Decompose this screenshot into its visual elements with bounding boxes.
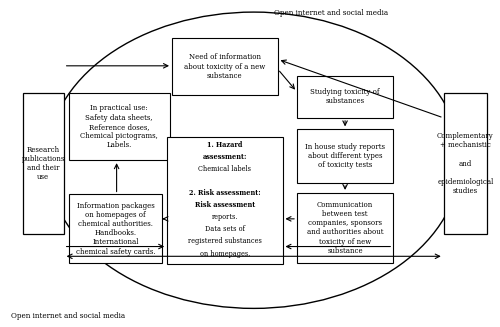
FancyBboxPatch shape — [23, 94, 64, 233]
Text: In practical use:
Safety data sheets,
Reference doses,
Chemical pictograms,
Labe: In practical use: Safety data sheets, Re… — [80, 104, 158, 149]
FancyBboxPatch shape — [297, 76, 393, 118]
FancyBboxPatch shape — [297, 129, 393, 183]
Text: Data sets of: Data sets of — [205, 225, 245, 233]
FancyBboxPatch shape — [444, 94, 487, 233]
Text: Need of information
about toxicity of a new
substance: Need of information about toxicity of a … — [184, 53, 266, 80]
FancyBboxPatch shape — [68, 195, 162, 263]
Text: 1. Hazard: 1. Hazard — [207, 141, 242, 149]
Text: 2. Risk assessment:: 2. Risk assessment: — [189, 189, 260, 197]
Text: Open internet and social media: Open internet and social media — [12, 312, 126, 320]
Text: registered substances: registered substances — [188, 237, 262, 246]
FancyBboxPatch shape — [172, 38, 278, 95]
Text: Information packages
on homepages of
chemical authorities.
Handbooks.
Internatio: Information packages on homepages of che… — [76, 202, 155, 256]
FancyBboxPatch shape — [167, 137, 282, 265]
Text: Complementary
+ mechanistic

and

epidemiological
studies: Complementary + mechanistic and epidemio… — [437, 132, 494, 195]
Text: Chemical labels: Chemical labels — [198, 165, 252, 173]
FancyBboxPatch shape — [297, 193, 393, 263]
FancyBboxPatch shape — [68, 94, 170, 160]
Text: Communication
between test
companies, sponsors
and authorities about
toxicity of: Communication between test companies, sp… — [307, 201, 384, 255]
Text: on homepages.: on homepages. — [200, 250, 250, 258]
Text: Research
publications
and their
use: Research publications and their use — [22, 146, 65, 181]
Text: Open internet and social media: Open internet and social media — [274, 9, 388, 16]
Text: Risk assessment: Risk assessment — [194, 201, 255, 209]
Text: In house study reports
about different types
of toxicity tests: In house study reports about different t… — [305, 143, 385, 169]
Text: assessment:: assessment: — [202, 153, 247, 161]
Text: reports.: reports. — [212, 213, 238, 221]
Text: Studying toxicity of
substances: Studying toxicity of substances — [310, 88, 380, 105]
